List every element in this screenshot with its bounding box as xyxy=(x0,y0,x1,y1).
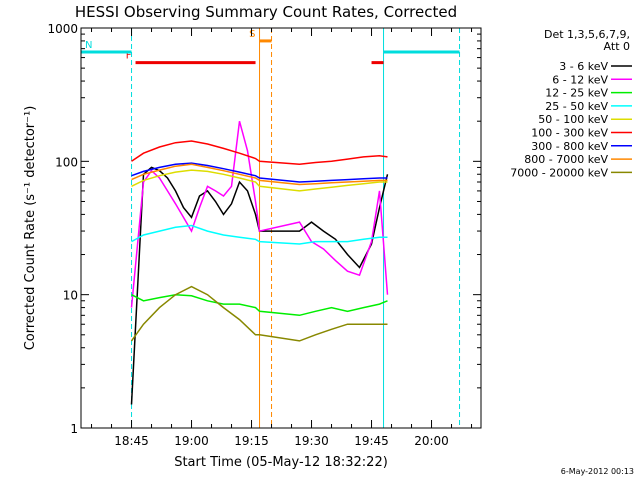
axes: 1 10 100 1000 18:45 19:00 19:15 19:30 19:45 20:00 xyxy=(47,22,481,448)
series-line-3 xyxy=(131,224,388,245)
legend-entry-label-0: 3 - 6 keV xyxy=(559,60,608,73)
footer-date: 6-May-2012 00:13 xyxy=(561,467,634,476)
series-line-7 xyxy=(131,163,388,186)
series-line-0 xyxy=(130,166,389,405)
x-tick-label: 19:00 xyxy=(174,434,209,448)
legend-entry-label-5: 100 - 300 keV xyxy=(531,127,608,140)
legend-entry-label-1: 6 - 12 keV xyxy=(552,73,608,86)
legend-title-line-2: Att 0 xyxy=(604,40,630,53)
x-tick-label: 19:15 xyxy=(234,434,269,448)
x-tick-label: 20:00 xyxy=(414,434,449,448)
y-tick-label: 1000 xyxy=(47,22,78,36)
legend-entry-label-3: 25 - 50 keV xyxy=(545,100,608,113)
plot-area: F N S xyxy=(81,28,461,428)
series-line-4 xyxy=(131,169,388,192)
x-tick-label: 18:45 xyxy=(114,434,149,448)
legend-entry-label-2: 12 - 25 keV xyxy=(545,87,608,100)
legend-title-line-1: Det 1,3,5,6,7,9, xyxy=(544,28,630,41)
x-tick-label: 19:45 xyxy=(354,434,389,448)
series-line-1 xyxy=(130,121,389,308)
legend-entry-label-8: 7000 - 20000 keV xyxy=(510,166,608,179)
y-axis-label: Corrected Count Rate (s⁻¹ detector⁻¹) xyxy=(23,106,38,351)
series-line-5 xyxy=(131,140,388,166)
x-tick-label: 19:30 xyxy=(294,434,329,448)
x-axis-label: Start Time (05-May-12 18:32:22) xyxy=(174,455,388,470)
series-line-6 xyxy=(131,162,388,183)
legend-entry-label-6: 300 - 800 keV xyxy=(531,140,608,153)
series-line-8 xyxy=(130,285,388,342)
legend-entry-label-7: 800 - 7000 keV xyxy=(524,153,608,166)
y-tick-label: 1 xyxy=(70,422,78,436)
flag-n-label: N xyxy=(85,40,92,51)
y-tick-label: 10 xyxy=(63,289,78,303)
series-line-2 xyxy=(131,293,388,317)
legend-entry-label-4: 50 - 100 keV xyxy=(538,113,608,126)
flag-f-label: F xyxy=(126,51,132,62)
y-tick-label: 100 xyxy=(55,155,78,169)
chart-title: HESSI Observing Summary Count Rates, Cor… xyxy=(75,3,457,21)
plot-frame xyxy=(80,27,482,429)
flag-s-label: S xyxy=(249,29,255,40)
